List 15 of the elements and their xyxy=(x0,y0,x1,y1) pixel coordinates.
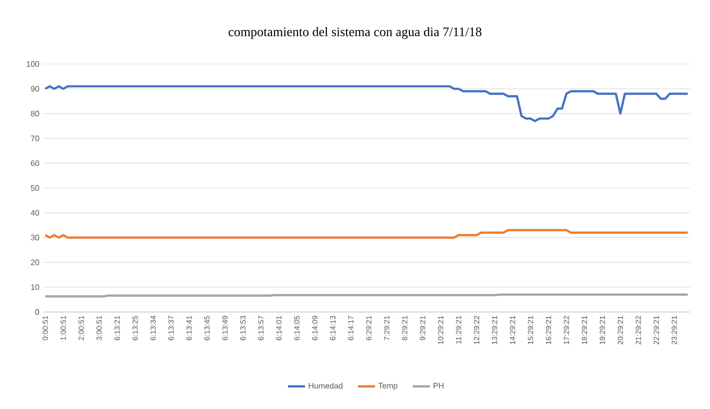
y-tick-label: 100 xyxy=(26,61,40,67)
legend-label: Humedad xyxy=(308,382,342,389)
y-tick-label: 90 xyxy=(30,86,40,92)
y-tick-label: 40 xyxy=(30,210,40,216)
chart-title: compotamiento del sistema con agua dia 7/11/18 xyxy=(228,27,482,39)
legend-label: PH xyxy=(434,382,444,388)
legend-label: Temp xyxy=(378,382,398,390)
y-tick-label: 70 xyxy=(30,136,40,142)
y-tick-label: 10 xyxy=(31,284,40,290)
y-tick-label: 80 xyxy=(30,110,40,116)
y-tick-label: 30 xyxy=(30,234,40,240)
y-tick-label: 20 xyxy=(30,260,40,266)
y-tick-label: 60 xyxy=(30,160,40,166)
y-tick-label: 50 xyxy=(30,185,40,191)
y-tick-label: 0 xyxy=(35,309,40,315)
